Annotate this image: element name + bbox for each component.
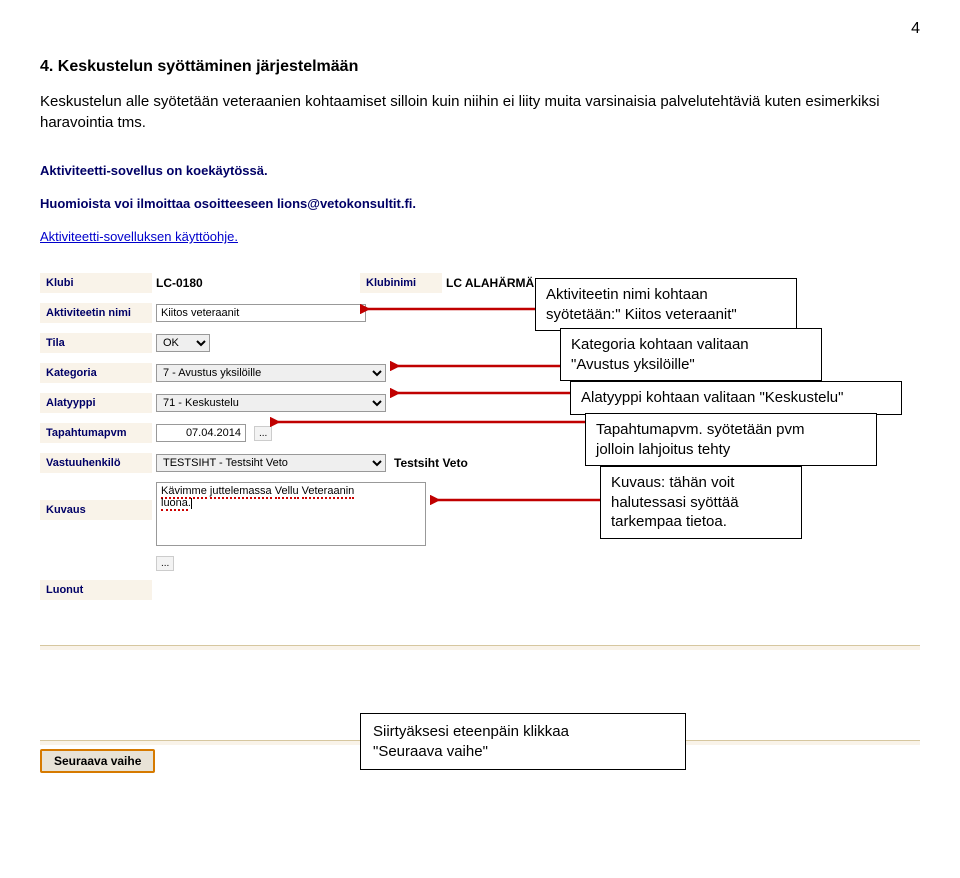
vastuuhenkilo-name: Testsiht Veto bbox=[394, 456, 468, 470]
manual-link[interactable]: Aktiviteetti-sovelluksen käyttöohje. bbox=[40, 229, 238, 244]
callout-alatyyppi: Alatyyppi kohtaan valitaan "Keskustelu" bbox=[570, 381, 902, 415]
notice-trial: Aktiviteetti-sovellus on koekäytössä. bbox=[40, 163, 920, 178]
label-vastuuhenkilo: Vastuuhenkilö bbox=[40, 453, 152, 473]
form-area: Klubi LC-0180 Klubinimi LC ALAHÄRMÄ Akti… bbox=[40, 268, 920, 605]
value-klubinimi: LC ALAHÄRMÄ bbox=[446, 276, 534, 290]
select-tila[interactable]: OK bbox=[156, 334, 210, 352]
kuvaus-word: Vellu bbox=[275, 485, 299, 499]
label-aktiviteetin-nimi: Aktiviteetin nimi bbox=[40, 303, 152, 323]
label-tapahtumapvm: Tapahtumapvm bbox=[40, 423, 152, 443]
notice-feedback: Huomioista voi ilmoittaa osoitteeseen li… bbox=[40, 196, 920, 211]
divider bbox=[40, 645, 920, 650]
section-title: 4. Keskustelun syöttäminen järjestelmään bbox=[40, 58, 920, 76]
text-caret bbox=[191, 498, 192, 509]
label-klubi: Klubi bbox=[40, 273, 152, 293]
page-number: 4 bbox=[40, 20, 920, 38]
kuvaus-word: juttelemassa bbox=[210, 485, 272, 499]
callout-tapahtumapvm: Tapahtumapvm. syötetään pvmjolloin lahjo… bbox=[585, 413, 877, 466]
select-kategoria[interactable]: 7 - Avustus yksilöille bbox=[156, 364, 386, 382]
label-alatyyppi: Alatyyppi bbox=[40, 393, 152, 413]
callout-kuvaus: Kuvaus: tähän voithalutessasi syöttäätar… bbox=[600, 466, 802, 539]
kuvaus-expand-button[interactable]: ... bbox=[156, 556, 174, 571]
label-klubinimi: Klubinimi bbox=[360, 273, 442, 293]
select-alatyyppi[interactable]: 71 - Keskustelu bbox=[156, 394, 386, 412]
kuvaus-word: luona bbox=[161, 497, 188, 511]
callout-seuraava-vaihe: Siirtyäksesi eteenpäin klikkaa"Seuraava … bbox=[360, 713, 686, 770]
label-kuvaus: Kuvaus bbox=[40, 500, 152, 520]
input-aktiviteetin-nimi[interactable] bbox=[156, 304, 366, 322]
app-screenshot-region: Aktiviteetti-sovellus on koekäytössä. Hu… bbox=[40, 163, 920, 770]
input-tapahtumapvm[interactable] bbox=[156, 424, 246, 442]
next-phase-button[interactable]: Seuraava vaihe bbox=[40, 749, 155, 773]
callout-aktiviteetin-nimi: Aktiviteetin nimi kohtaansyötetään:" Kii… bbox=[535, 278, 797, 331]
label-luonut: Luonut bbox=[40, 580, 152, 600]
section-body: Keskustelun alle syötetään veteraanien k… bbox=[40, 91, 920, 133]
label-tila: Tila bbox=[40, 333, 152, 353]
label-kategoria: Kategoria bbox=[40, 363, 152, 383]
textarea-kuvaus[interactable]: Kävimme juttelemassa Vellu Veteraanin lu… bbox=[156, 482, 426, 546]
value-klubi: LC-0180 bbox=[156, 276, 203, 290]
select-vastuuhenkilo[interactable]: TESTSIHT - Testsiht Veto bbox=[156, 454, 386, 472]
kuvaus-word: Veteraanin bbox=[302, 485, 355, 499]
callout-kategoria: Kategoria kohtaan valitaan"Avustus yksil… bbox=[560, 328, 822, 381]
date-picker-button[interactable]: ... bbox=[254, 426, 272, 441]
